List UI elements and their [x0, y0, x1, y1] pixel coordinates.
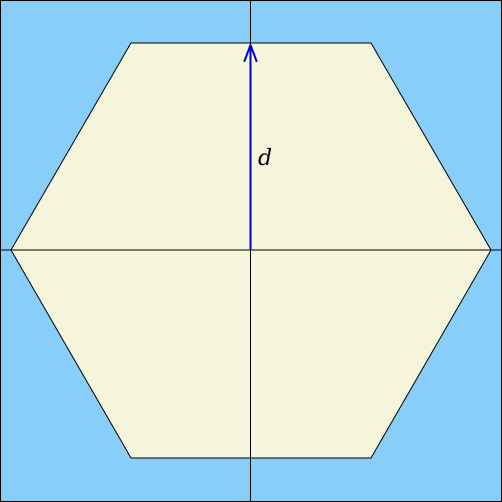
distance-label: d: [258, 146, 272, 171]
distance-arrowhead: [243, 44, 258, 62]
